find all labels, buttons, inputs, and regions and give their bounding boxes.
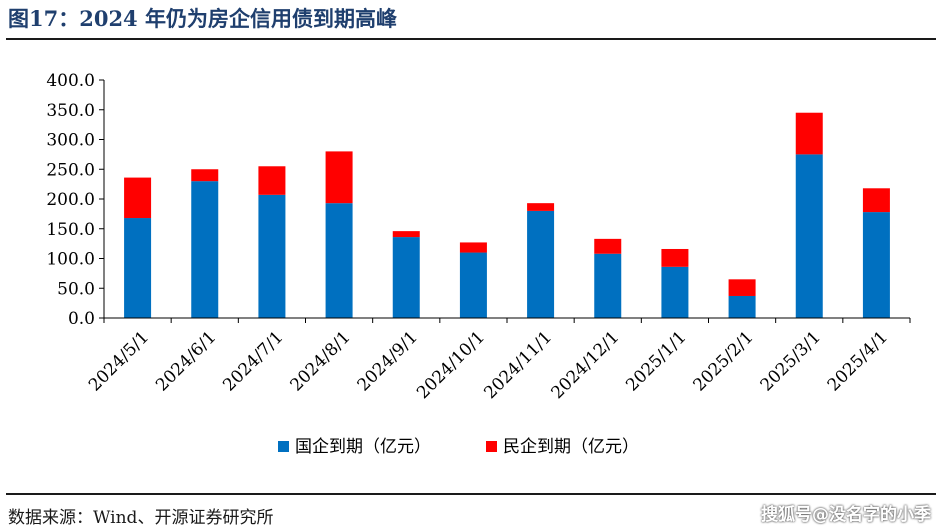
x-tick-label: 2025/3/1 xyxy=(757,327,825,395)
x-tick-label: 2024/7/1 xyxy=(219,327,287,395)
x-tick-label: 2024/6/1 xyxy=(152,327,220,395)
x-tick-label: 2025/4/1 xyxy=(824,327,892,395)
x-tick-label: 2025/2/1 xyxy=(689,327,757,395)
bar-soe xyxy=(258,194,286,318)
y-tick-label: 100.0 xyxy=(46,250,95,270)
watermark: 搜狐号@没名字的小季 xyxy=(761,505,931,525)
bottom-rule xyxy=(6,493,936,495)
bar-soe xyxy=(862,212,890,318)
x-axis: 2024/5/1 2024/6/1 2024/7/1 2024/8/1 2024/9/1… xyxy=(85,317,911,403)
figure-title: 图17：2024 年仍为房企信用债到期高峰 xyxy=(8,6,397,31)
bar-private xyxy=(124,177,152,219)
bar-soe xyxy=(459,252,487,318)
bar-private xyxy=(392,231,420,238)
bar-private xyxy=(527,203,555,211)
bar-soe xyxy=(325,203,353,318)
bar-soe xyxy=(594,253,622,318)
legend: 国企到期（亿元） 民企到期（亿元） xyxy=(278,437,639,457)
y-tick-label: 200.0 xyxy=(46,190,95,210)
y-axis: 0.0 50.0 100.0 150.0 200.0 250.0 300.0 350.0 400… xyxy=(46,71,105,329)
y-tick-label: 350.0 xyxy=(46,101,95,121)
x-tick-label: 2024/8/1 xyxy=(286,327,354,395)
bar-private xyxy=(661,248,689,267)
bar-private xyxy=(594,238,622,254)
x-tick-label: 2024/12/1 xyxy=(548,327,624,403)
bar-soe xyxy=(124,218,152,318)
x-tick-label: 2024/9/1 xyxy=(354,327,422,395)
bar-private xyxy=(459,242,487,253)
bar-soe xyxy=(795,154,823,318)
bar-private xyxy=(191,169,219,182)
x-tick-label: 2024/11/1 xyxy=(480,327,556,403)
bar-private xyxy=(728,279,756,296)
y-tick-label: 250.0 xyxy=(46,160,95,180)
x-tick-label: 2024/5/1 xyxy=(85,327,153,395)
top-rule xyxy=(6,38,936,40)
legend-label-soe: 国企到期（亿元） xyxy=(295,437,431,457)
legend-swatch-soe xyxy=(278,441,289,452)
x-tick-label: 2025/1/1 xyxy=(622,327,690,395)
bar-soe xyxy=(527,210,555,318)
legend-swatch-private xyxy=(486,441,497,452)
y-tick-label: 400.0 xyxy=(46,71,95,91)
bar-soe xyxy=(392,237,420,318)
bar-private xyxy=(862,188,890,213)
bar-soe xyxy=(728,295,756,318)
y-tick-label: 300.0 xyxy=(46,131,95,151)
x-tick-label: 2024/10/1 xyxy=(413,327,489,403)
y-tick-label: 150.0 xyxy=(46,220,95,240)
bar-private xyxy=(325,151,353,204)
bar-soe xyxy=(661,266,689,318)
y-tick-label: 50.0 xyxy=(57,279,95,299)
source-note: 数据来源：Wind、开源证券研究所 xyxy=(8,508,274,528)
legend-label-private: 民企到期（亿元） xyxy=(503,437,639,457)
bars xyxy=(124,112,890,318)
y-tick-label: 0.0 xyxy=(68,309,95,329)
bar-private xyxy=(258,166,286,195)
bar-soe xyxy=(191,181,219,318)
bar-private xyxy=(795,112,823,155)
